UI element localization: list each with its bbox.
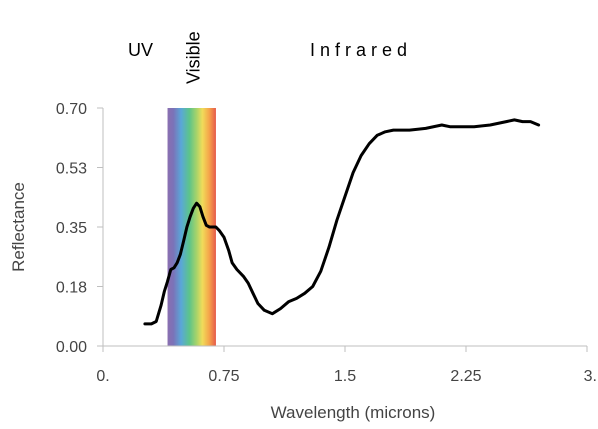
- x-tick-label: 0.75: [208, 368, 239, 385]
- x-tick-label: 0.: [96, 368, 109, 385]
- region-label-infrared: I n f r a r e d: [310, 40, 407, 60]
- y-tick-label: 0.53: [56, 161, 87, 178]
- x-axis: 0. 0.75 1.5 2.25 3.: [96, 345, 597, 385]
- region-label-uv: UV: [128, 40, 153, 60]
- x-tick-label: 2.25: [450, 368, 481, 385]
- x-tick-label: 3.: [584, 368, 597, 385]
- series-group: [143, 118, 541, 326]
- y-tick-label: 0.70: [56, 101, 87, 118]
- region-label-visible: Visible: [184, 31, 204, 84]
- y-axis: 0.00 0.18 0.35 0.53 0.70: [56, 101, 104, 356]
- x-tick-label: 1.5: [334, 368, 356, 385]
- region-labels: UV Visible I n f r a r e d: [128, 31, 407, 84]
- y-tick-label: 0.18: [56, 280, 87, 297]
- reflectance-series-line: [143, 118, 541, 326]
- x-axis-title: Wavelength (microns): [271, 403, 436, 422]
- y-tick-label: 0.00: [56, 339, 87, 356]
- y-tick-label: 0.35: [56, 220, 87, 237]
- y-axis-title: Reflectance: [9, 182, 28, 272]
